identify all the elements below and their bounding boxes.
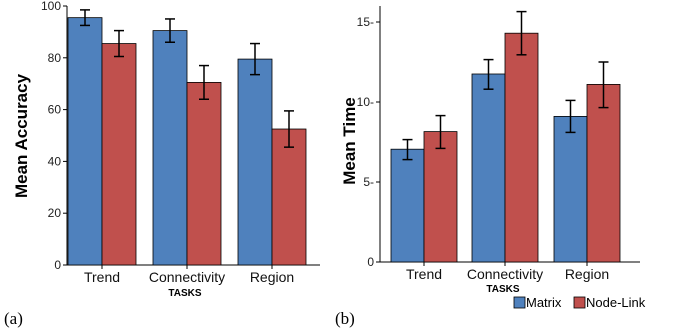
- y-tick-label-b: 10-: [357, 95, 374, 109]
- bar-node-link-region-a: [271, 128, 307, 266]
- panel-label-b: (b): [335, 309, 355, 328]
- y-axis-title-b: Mean Time: [340, 97, 359, 185]
- x-axis-title-b: TASKS: [486, 284, 519, 295]
- bar-matrix-region-a: [237, 58, 273, 266]
- x-tick-label-connectivity-a: Connectivity: [149, 269, 225, 285]
- x-tick-label-connectivity-b: Connectivity: [467, 266, 543, 282]
- chart-panel-b: Mean Time TASKS (b) 0 5- 10- 15- Trend Connec…: [335, 6, 640, 328]
- bar-matrix-trend-b: [390, 148, 425, 263]
- bar-node-link-connectivity-a: [186, 82, 222, 266]
- x-tick-label-trend-b: Trend: [406, 266, 442, 282]
- legend-label-node-link: Node-Link: [586, 295, 646, 310]
- bar-node-link-connectivity-b: [504, 32, 539, 263]
- legend-swatch-matrix: [513, 296, 526, 309]
- y-tick-label-b: 15-: [357, 15, 374, 29]
- legend: Matrix Node-Link: [513, 295, 646, 310]
- bar-node-link-trend-a: [101, 43, 137, 266]
- bar-matrix-region-b: [553, 116, 588, 263]
- legend-swatch-node-link: [573, 296, 586, 309]
- bar-matrix-connectivity-b: [471, 73, 506, 263]
- y-tick-label-a: 100: [41, 0, 61, 13]
- error-bar-node-link-trend-b: [435, 114, 446, 150]
- bar-node-link-trend-b: [423, 131, 458, 263]
- x-tick-label-trend-a: Trend: [84, 269, 120, 285]
- legend-label-matrix: Matrix: [526, 295, 562, 310]
- plot-area-a: 0 20 40 60 80 100 Trend Connectivity Region: [41, 0, 320, 285]
- y-tick-label-a: 60: [48, 103, 62, 117]
- bar-matrix-trend-a: [67, 17, 103, 266]
- y-tick-label-a: 20: [48, 206, 62, 220]
- y-tick-label-b: 0: [367, 255, 374, 269]
- y-tick-label-a: 80: [48, 51, 62, 65]
- y-tick-label-b: 5-: [363, 175, 374, 189]
- error-bar-matrix-trend-b: [402, 138, 413, 161]
- x-tick-label-region-b: Region: [565, 266, 609, 282]
- error-bar-node-link-region-b: [598, 61, 609, 109]
- error-bar-matrix-connectivity-b: [483, 58, 494, 90]
- y-tick-label-a: 40: [48, 154, 62, 168]
- panel-label-a: (a): [4, 309, 23, 328]
- error-bar-node-link-region-a: [284, 110, 294, 148]
- plot-area-b: 0 5- 10- 15- Trend Connectivity Region: [357, 6, 640, 282]
- chart-panel-a: Mean Accuracy TASKS (a) 0 20 40 60 80 100 Tren…: [4, 0, 320, 328]
- error-bar-node-link-connectivity-a: [199, 64, 209, 100]
- error-bar-node-link-connectivity-b: [516, 10, 527, 56]
- bar-node-link-region-b: [586, 84, 621, 263]
- error-bar-node-link-trend-a: [114, 29, 124, 58]
- error-bar-matrix-trend-a: [80, 9, 90, 27]
- bar-matrix-connectivity-a: [152, 30, 188, 266]
- error-bar-matrix-connectivity-a: [165, 18, 175, 44]
- error-bar-matrix-region-a: [250, 42, 260, 76]
- x-tick-label-region-a: Region: [250, 269, 294, 285]
- y-axis-title-a: Mean Accuracy: [12, 73, 31, 198]
- error-bar-matrix-region-b: [565, 99, 576, 134]
- x-axis-title-a: TASKS: [168, 288, 201, 299]
- y-tick-label-a: 0: [54, 258, 61, 272]
